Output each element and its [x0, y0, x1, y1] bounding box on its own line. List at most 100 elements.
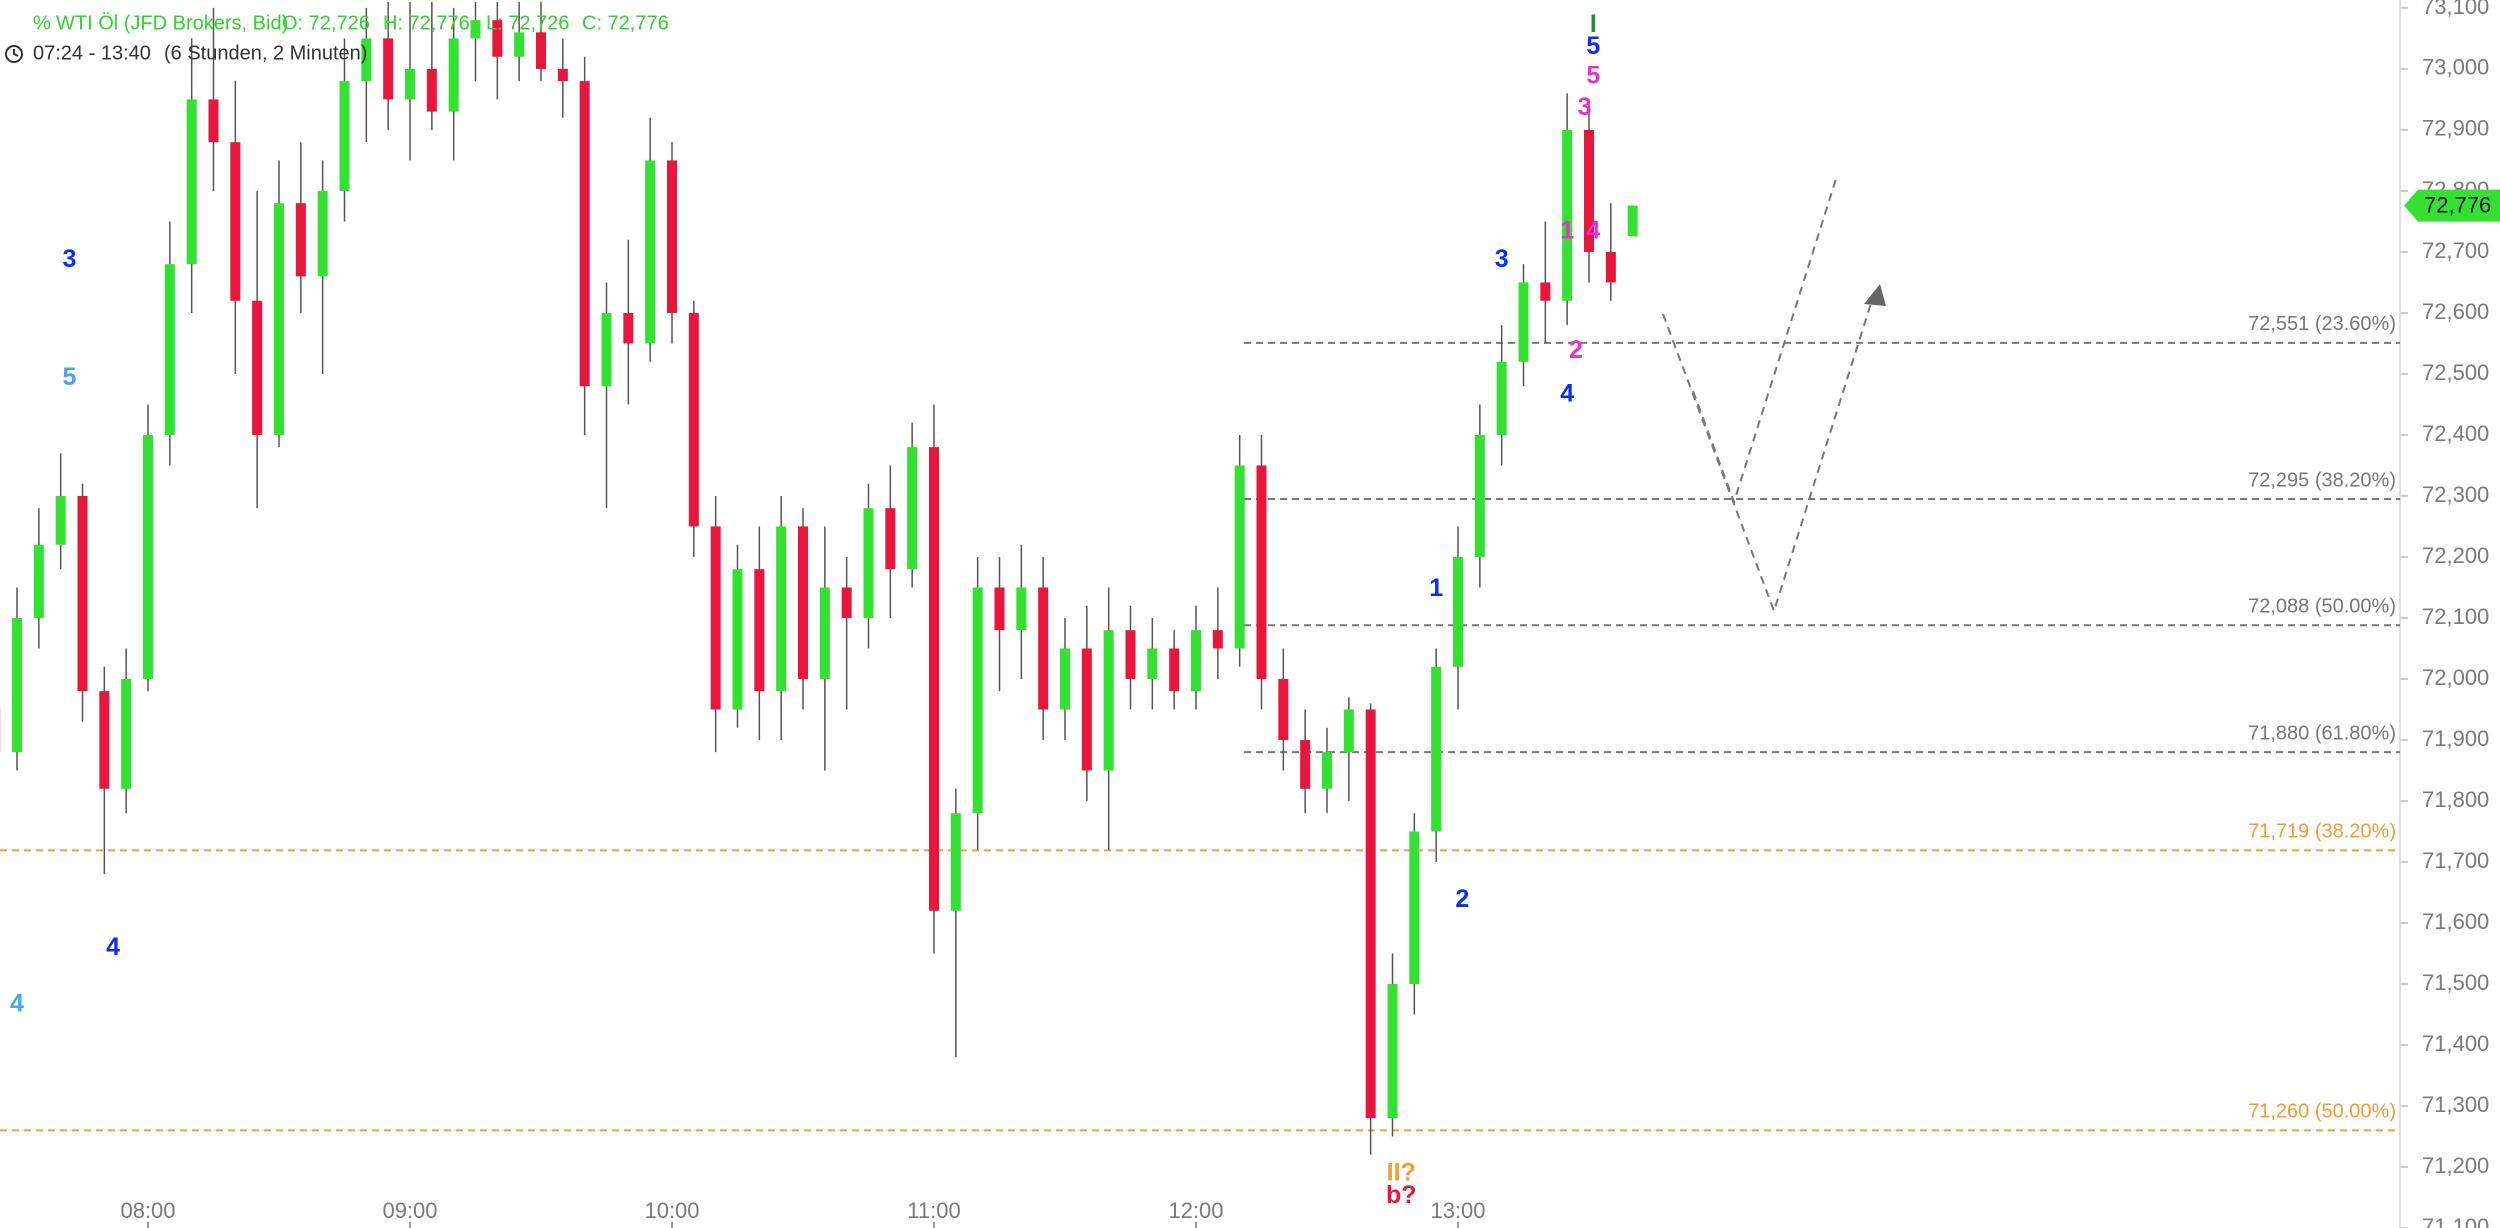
last-price-label: 72,776 [2424, 192, 2491, 217]
candle-body [121, 678, 132, 789]
y-tick-label: 72,600 [2422, 299, 2489, 324]
y-tick-label: 71,800 [2422, 787, 2489, 812]
candle-body [492, 20, 503, 57]
candle-body [1431, 666, 1442, 832]
y-tick-label: 71,700 [2422, 848, 2489, 873]
x-tick-label: 08:00 [120, 1198, 175, 1223]
level-label: 72,088 (50.00%) [2248, 596, 2396, 618]
wave-label: 5 [62, 363, 76, 391]
clock-hand [13, 49, 19, 57]
wave-label: 3 [1578, 93, 1592, 121]
candle-body [339, 81, 350, 191]
candle-body [252, 300, 263, 435]
wave-label: 1 [1560, 216, 1574, 244]
candle-body [99, 691, 110, 789]
candle-body [164, 264, 175, 435]
candle-body [710, 526, 721, 710]
candle-body [1605, 251, 1616, 283]
candle-body [667, 160, 677, 313]
y-tick-label: 72,300 [2422, 482, 2489, 507]
candle-body [819, 587, 830, 679]
clock-icon [5, 45, 23, 63]
candle-body [1038, 587, 1049, 710]
candle-body [230, 142, 241, 301]
y-tick-label: 71,200 [2422, 1153, 2489, 1178]
candle-body [1147, 648, 1158, 679]
wave-label: 5 [1586, 32, 1600, 60]
candle-body [1125, 630, 1136, 679]
wave-label: 3 [62, 245, 76, 273]
candle-body [754, 569, 765, 692]
x-tick-label: 12:00 [1168, 1198, 1223, 1223]
candle-body [1322, 752, 1332, 789]
candle-body [186, 99, 197, 265]
x-tick-label: 09:00 [382, 1198, 437, 1223]
x-tick-label: 13:00 [1430, 1198, 1485, 1223]
candle-body [1496, 361, 1507, 435]
candle-body [885, 508, 896, 570]
candle-body [317, 190, 328, 277]
candle-body [274, 203, 284, 435]
y-tick-label: 72,400 [2422, 421, 2489, 446]
candle-body [77, 495, 88, 692]
candle-body [514, 32, 525, 57]
candle-body [1518, 282, 1529, 362]
y-tick-label: 72,500 [2422, 360, 2489, 385]
candle-body [1540, 282, 1551, 301]
projection-path [1662, 299, 1873, 615]
candle-body [1103, 630, 1114, 771]
candle-body [1627, 205, 1638, 237]
y-tick-label: 72,000 [2422, 665, 2489, 690]
y-tick-label: 71,300 [2422, 1092, 2489, 1117]
y-tick-label: 71,600 [2422, 909, 2489, 934]
y-tick-label: 71,100 [2422, 1214, 2489, 1228]
arrow-head [1864, 284, 1886, 306]
y-tick-label: 72,200 [2422, 543, 2489, 568]
header-title: WTI Öl (JFD Brokers, Bid) [56, 12, 288, 34]
candle-body [601, 312, 612, 387]
candle-body [55, 495, 66, 545]
wave-label: 3 [1495, 245, 1509, 273]
candle-body [1387, 983, 1398, 1119]
candle-body [295, 203, 306, 277]
candle-body [929, 447, 939, 911]
candle-body [470, 20, 481, 39]
wave-label: 4 [106, 933, 120, 961]
wave-label: 1 [1429, 574, 1443, 602]
x-tick-label: 11:00 [907, 1198, 960, 1223]
wave-label: 2 [1455, 885, 1469, 913]
header-high: H: 72,776 [383, 12, 470, 34]
candle-body [536, 32, 546, 69]
y-tick-label: 72,100 [2422, 604, 2489, 629]
y-tick-label: 71,900 [2422, 726, 2489, 751]
candle-body [208, 99, 219, 143]
candle-body [623, 312, 634, 344]
candle-body [383, 38, 394, 100]
wave-label: 4 [1560, 379, 1574, 407]
wave-label: II? [1387, 1158, 1416, 1186]
candle-body [579, 81, 590, 387]
candle-body [1081, 648, 1092, 771]
level-label: 71,260 (50.00%) [2248, 1101, 2396, 1123]
candle-body [1562, 129, 1573, 301]
candle-body [1191, 630, 1201, 692]
candle-body [907, 447, 918, 570]
wave-label: 4 [10, 989, 24, 1017]
level-label: 71,880 (61.80%) [2248, 722, 2396, 744]
candle-body [1365, 709, 1376, 1119]
candle-body [1278, 678, 1289, 740]
last-price-tag [2404, 189, 2500, 222]
candle-body [972, 587, 983, 814]
candle-body [1060, 648, 1070, 710]
projection [1662, 178, 1873, 615]
wave-label: 2 [1569, 336, 1583, 364]
header-range: 07:24 - 13:40 [33, 42, 151, 64]
candle-body [688, 312, 699, 527]
candle-body [448, 38, 459, 112]
candle-body [1584, 129, 1594, 252]
level-label: 71,719 (38.20%) [2248, 821, 2396, 843]
candle-body [776, 526, 787, 692]
candle-body [1300, 739, 1311, 789]
y-tick-label: 73,100 [2422, 0, 2489, 19]
wave-label: 4 [1586, 216, 1600, 244]
